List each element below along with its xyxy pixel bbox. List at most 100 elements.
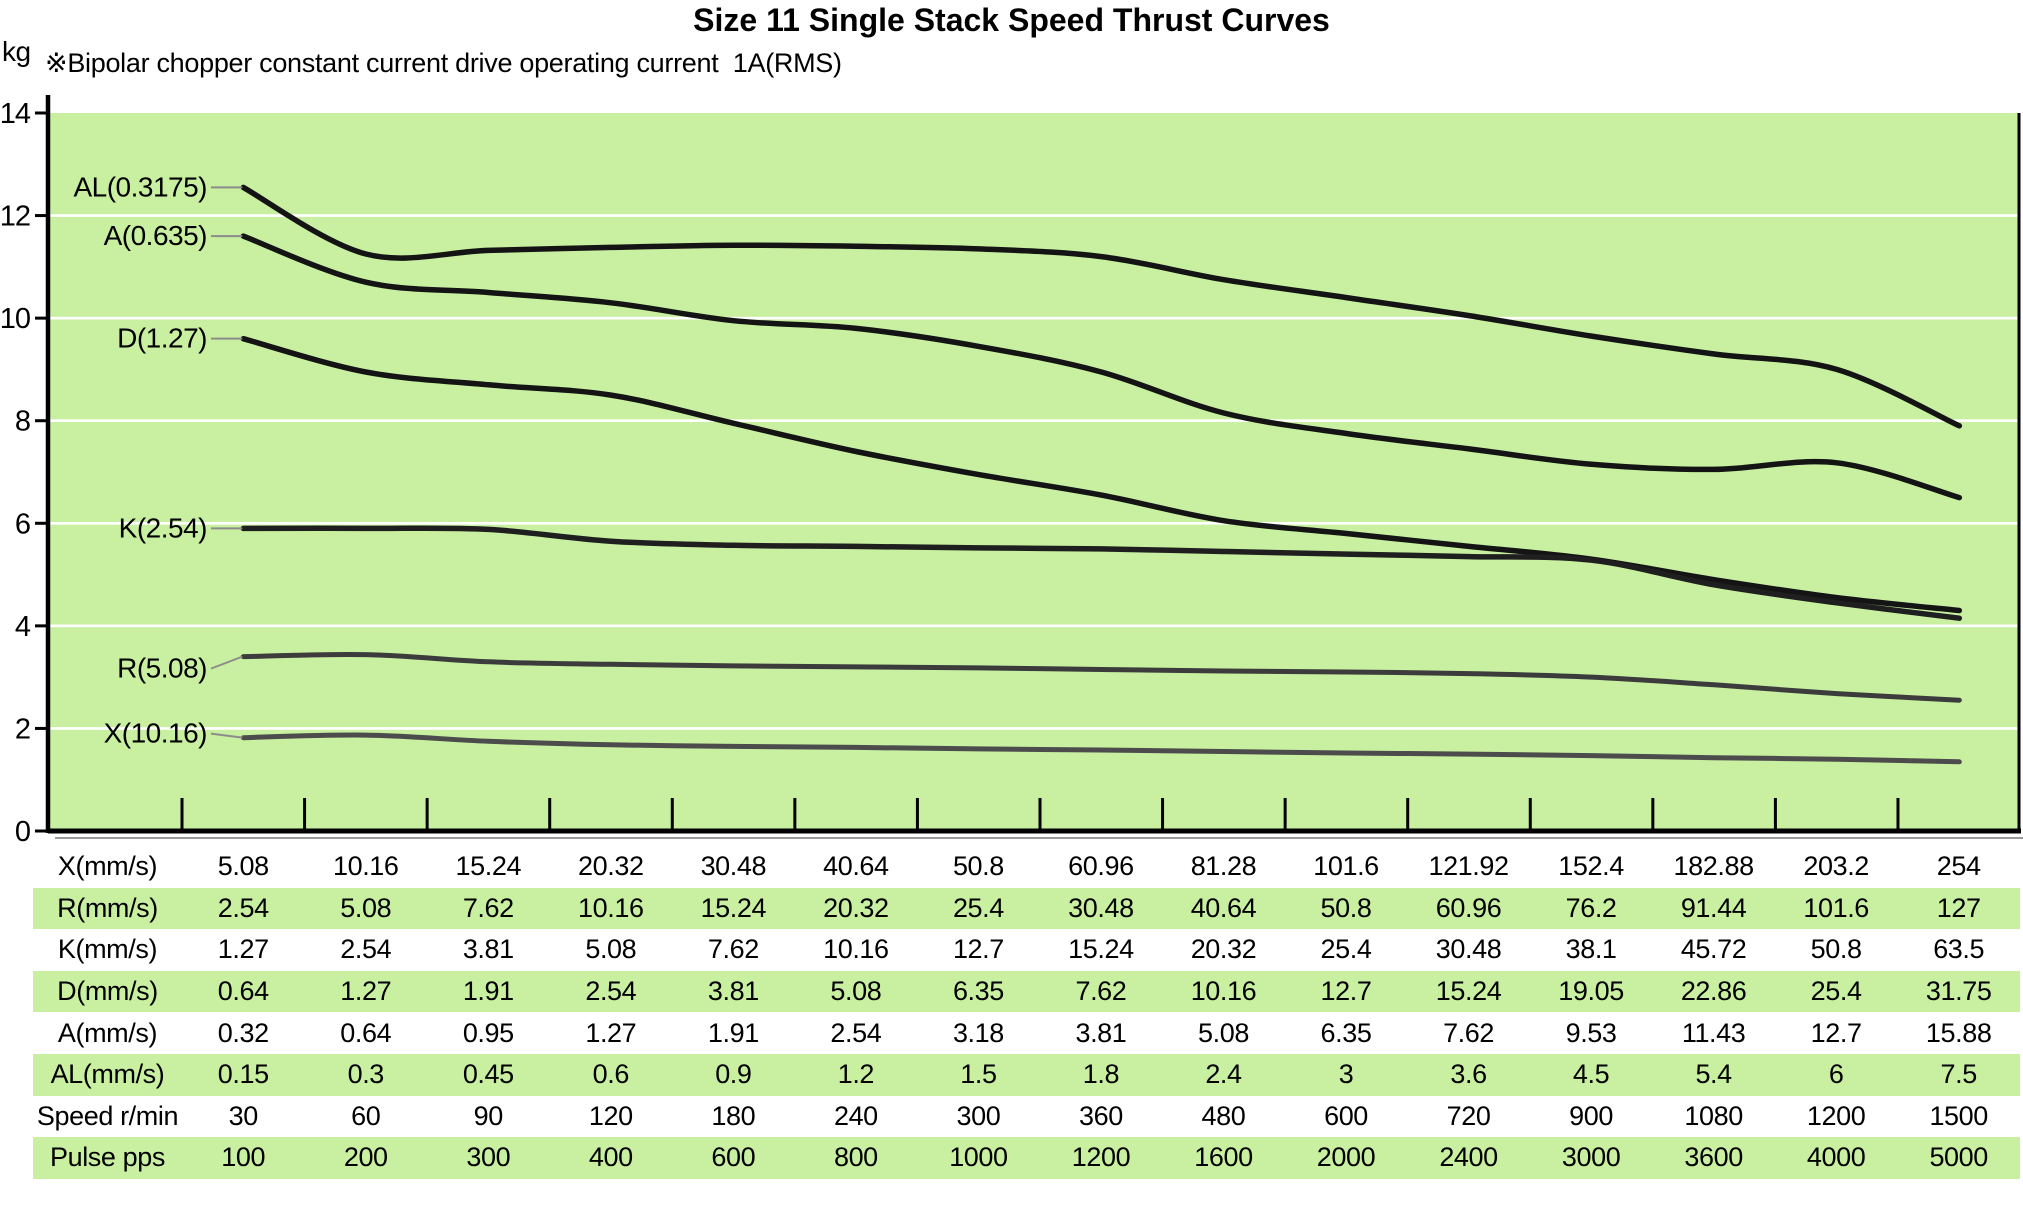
table-cell: 101.6 [1803, 892, 1869, 923]
table-cell: 2000 [1316, 1142, 1376, 1173]
table-cell: 203.2 [1803, 851, 1869, 882]
table-cell: 7.62 [1443, 1017, 1495, 1048]
table-cell: 2.54 [585, 976, 637, 1007]
table-cell: 5.08 [217, 851, 269, 882]
drive-condition-note: ※Bipolar chopper constant current drive … [45, 48, 842, 78]
table-cell: 0.6 [592, 1059, 630, 1090]
table-cell: 6.35 [1320, 1017, 1372, 1048]
table-cell: 2400 [1439, 1142, 1498, 1173]
table-cell: 30 [228, 1100, 259, 1131]
table-cell: 120 [588, 1100, 633, 1131]
table-cell: 30.48 [1435, 934, 1502, 965]
curve-label-K(2.54): K(2.54) [119, 512, 207, 543]
table-cell: 1200 [1071, 1142, 1131, 1173]
table-cell: 3000 [1561, 1142, 1621, 1173]
table-cell: 3.81 [1075, 1017, 1127, 1048]
table-cell: 12.7 [1810, 1017, 1862, 1048]
table-cell: 2.54 [340, 934, 392, 965]
table-cell: 1500 [1929, 1100, 1988, 1131]
table-cell: 12.7 [1320, 976, 1372, 1007]
table-cell: 40.64 [823, 851, 889, 882]
table-cell: 3.81 [462, 934, 514, 965]
table-cell: 20.32 [823, 892, 889, 923]
table-cell: 12.7 [952, 934, 1004, 965]
curve-label-A(0.635): A(0.635) [104, 220, 207, 251]
table-cell: 5.08 [585, 934, 637, 965]
table-cell: 1600 [1194, 1142, 1253, 1173]
table-cell: 11.43 [1681, 1017, 1746, 1048]
table-cell: 600 [1324, 1100, 1368, 1131]
table-row-al-mm-s-: AL(mm/s) 0.15 0.3 0.45 0.6 0.9 1.2 1.5 1.8 2.4 3 3.… [33, 1053, 2020, 1096]
table-cell: 300 [466, 1142, 511, 1173]
table-cell: 240 [833, 1100, 878, 1131]
table-cell: 3.81 [707, 976, 759, 1007]
table-row-x-mm-s-: X(mm/s) 5.08 10.16 15.24 20.32 30.48 40.64 50.8… [33, 846, 2020, 888]
table-cell: 60.96 [1068, 851, 1134, 882]
table-row-a-mm-s-: A(mm/s) 0.32 0.64 0.95 1.27 1.91 2.54 3.18 3.81 5… [33, 1012, 2020, 1054]
table-cell: 22.86 [1680, 976, 1747, 1007]
curve-X(10.16) [240, 732, 1962, 765]
table-cell: 10.16 [1190, 976, 1257, 1007]
table-cell: 0.64 [217, 976, 269, 1007]
table-cell: 1.2 [837, 1059, 875, 1090]
table-cell: 360 [1079, 1100, 1123, 1131]
table-cell: 91.44 [1680, 892, 1747, 923]
row-label: Pulse pps [49, 1142, 165, 1173]
table-cell: 180 [711, 1100, 756, 1131]
table-cell: 2.4 [1205, 1059, 1242, 1090]
curve-A(0.635) [240, 233, 1963, 501]
table-row-k-mm-s-: K(mm/s) 1.27 2.54 3.81 5.08 7.62 10.16 12.7 15.2… [33, 929, 2020, 971]
table-cell: 81.28 [1190, 851, 1257, 882]
table-cell: 20.32 [578, 851, 644, 882]
table-cell: 20.32 [1190, 934, 1257, 965]
table-cell: 127 [1936, 892, 1981, 923]
curve-label-X(10.16): X(10.16) [104, 718, 207, 749]
table-cell: 1.27 [340, 976, 392, 1007]
table-cell: 19.05 [1558, 976, 1624, 1007]
table-cell: 76.2 [1565, 892, 1617, 923]
y-tick-label: 6 [15, 508, 30, 540]
table-cell: 63.5 [1933, 934, 1985, 965]
table-cell: 0.32 [217, 1017, 269, 1048]
table-cell: 5000 [1929, 1142, 1988, 1173]
table-cell: 600 [711, 1142, 756, 1173]
curve-label-R(5.08): R(5.08) [117, 653, 207, 684]
y-tick-label: 12 [0, 201, 30, 233]
table-cell: 38.1 [1565, 934, 1617, 965]
table-cell: 100 [221, 1142, 266, 1173]
table-cell: 0.15 [217, 1059, 269, 1090]
table-cell: 90 [473, 1100, 504, 1131]
table-cell: 0.3 [347, 1059, 385, 1090]
table-cell: 5.08 [830, 976, 882, 1007]
table-cell: 7.62 [707, 934, 759, 965]
curve-R(5.08) [240, 651, 1962, 703]
table-cell: 1200 [1806, 1100, 1866, 1131]
row-label: AL(mm/s) [50, 1059, 165, 1090]
table-cell: 30.48 [700, 851, 767, 882]
table-cell: 200 [343, 1142, 388, 1173]
table-cell: 4.5 [1572, 1059, 1610, 1090]
table-cell: 1.91 [707, 1017, 759, 1048]
table-cell: 45.72 [1680, 934, 1747, 965]
table-cell: 50.8 [952, 851, 1004, 882]
table-cell: 25.4 [1320, 934, 1372, 965]
table-cell: 4000 [1806, 1142, 1866, 1173]
table-cell: 3.6 [1450, 1059, 1487, 1090]
row-label: R(mm/s) [57, 892, 158, 923]
table-cell: 0.45 [462, 1059, 514, 1090]
curve-label-D(1.27): D(1.27) [117, 323, 207, 354]
table-cell: 7.5 [1940, 1059, 1978, 1090]
table-cell: 400 [588, 1142, 633, 1173]
table-cell: 3.18 [952, 1017, 1004, 1048]
y-axis-unit-label: kg [2, 36, 31, 67]
table-cell: 1.8 [1082, 1059, 1120, 1090]
row-label: K(mm/s) [57, 934, 158, 965]
table-cell: 3 [1338, 1059, 1354, 1090]
table-cell: 720 [1446, 1100, 1491, 1131]
table-cell: 10.16 [578, 892, 644, 923]
y-tick-label: 8 [15, 406, 30, 438]
row-label: Speed r/min [36, 1100, 179, 1131]
table-cell: 1.27 [217, 934, 269, 965]
